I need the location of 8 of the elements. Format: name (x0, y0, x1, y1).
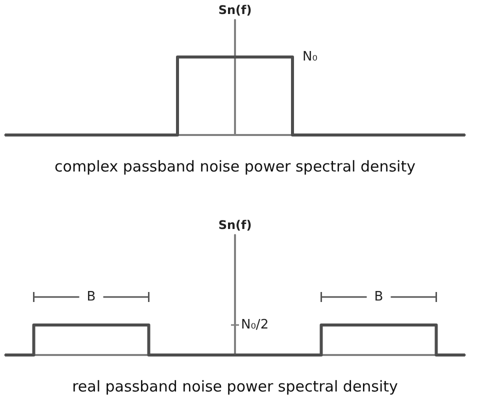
x-axis-title: real passband noise power spectral density (72, 378, 398, 396)
annotation: N₀/2 (241, 318, 269, 332)
y-axis-title: Sn(f) (218, 218, 252, 232)
annotation: N₀ (302, 50, 318, 64)
text: B (86, 290, 96, 304)
x-axis-title: complex passband noise power spectral density (54, 158, 416, 176)
text: B (374, 290, 384, 304)
y-axis-title: Sn(f) (218, 3, 252, 17)
